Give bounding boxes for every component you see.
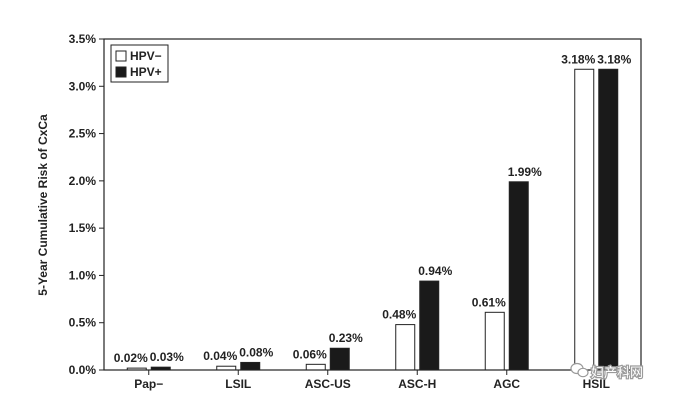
data-label: 0.03%: [150, 350, 184, 364]
data-label: 0.02%: [114, 351, 148, 365]
x-tick-label: ASC-H: [398, 377, 436, 391]
data-label: 0.61%: [472, 295, 506, 309]
legend-swatch-hpv-negative: [115, 50, 127, 62]
bar-agc-hpv-negative: [484, 311, 505, 371]
y-tick-label: 3.0%: [69, 79, 97, 93]
y-tick-label: 0.5%: [69, 316, 97, 330]
x-axis-ticks: Pap− LSIL ASC-US ASC-H AGC HSIL: [134, 370, 610, 391]
watermark: 妇产科网: [570, 362, 644, 382]
legend: HPV− HPV+: [110, 44, 169, 83]
bar-agc-hpv-positive: [508, 181, 529, 371]
data-label: 0.08%: [239, 345, 273, 359]
wechat-icon: [570, 362, 589, 378]
data-label: 0.04%: [203, 349, 237, 363]
y-tick-label: 1.5%: [69, 221, 97, 235]
y-axis-label: 5-Year Cumulative Risk of CxCa: [36, 114, 50, 296]
bar-lsil-hpv-positive: [240, 361, 261, 371]
x-tick-label: LSIL: [225, 377, 251, 391]
y-axis-ticks: 0.0% 0.5% 1.0% 1.5% 2.0% 2.5% 3.0% 3.5%: [69, 32, 104, 377]
y-tick-label: 3.5%: [69, 32, 97, 46]
data-label: 0.06%: [293, 347, 327, 361]
legend-label-hpv-negative: HPV−: [130, 49, 162, 63]
legend-swatch-hpv-positive: [115, 66, 127, 78]
y-tick-label: 2.5%: [69, 127, 97, 141]
bar-asch-hpv-negative: [395, 324, 416, 371]
x-tick-label: Pap−: [134, 377, 163, 391]
x-tick-label: ASC-US: [305, 377, 351, 391]
y-tick-label: 2.0%: [69, 174, 97, 188]
watermark-text: 妇产科网: [591, 365, 643, 381]
data-label: 0.48%: [382, 308, 416, 322]
x-tick-label: HSIL: [583, 377, 610, 391]
data-label: 3.18%: [561, 52, 595, 66]
data-label: 1.99%: [508, 165, 542, 179]
data-labels-group: 0.02% 0.03% 0.04% 0.08% 0.06%0.23% 0.48% 0.94%…: [114, 52, 632, 365]
bar-ascus-hpv-positive: [329, 347, 350, 371]
legend-label-hpv-positive: HPV+: [130, 65, 162, 79]
data-label: 0.94%: [418, 264, 452, 278]
y-tick-label: 1.0%: [69, 268, 97, 282]
bar-hsil-hpv-positive: [598, 68, 619, 371]
bars-group: [126, 68, 619, 371]
y-tick-label: 0.0%: [69, 363, 97, 377]
x-tick-label: AGC: [493, 377, 520, 391]
bar-ascus-hpv-negative: [305, 363, 326, 371]
data-label: 3.18%: [597, 52, 631, 66]
data-label: 0.23%: [329, 331, 363, 345]
bar-asch-hpv-positive: [419, 280, 440, 371]
plot-frame: [103, 38, 642, 371]
bar-hsil-hpv-negative: [574, 68, 595, 371]
